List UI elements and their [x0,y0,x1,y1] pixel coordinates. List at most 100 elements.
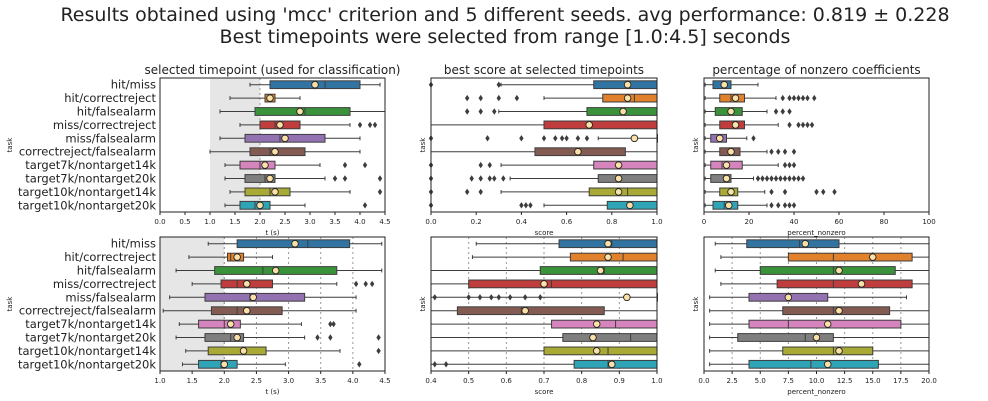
category-label: target10k/nontarget20k [18,357,156,371]
mean-marker [281,134,289,143]
category-label: correctreject/falsealarm [19,145,156,159]
box-2 [471,252,658,262]
outlier-point [357,121,363,129]
mean-marker [716,134,724,143]
x-tick-label: 0.8 [606,218,617,226]
box-iqr [776,279,913,289]
x-tick-label: 40 [790,218,799,226]
mean-marker [574,147,582,156]
x-tick-label: 0.0 [425,218,436,226]
mean-marker [592,320,601,328]
x-tick-label: 0.4 [516,218,528,226]
mean-marker [614,174,623,183]
mean-marker [243,280,251,288]
outlier-point [522,294,528,301]
x-tick-label: 0.7 [538,377,549,385]
mean-marker [619,107,627,116]
panel-title: percentage of nonzero coefficients [712,63,920,77]
box-iqr [239,160,276,170]
outlier-point [469,175,474,182]
x-tick-label: 1.0 [154,377,165,385]
mean-marker [835,266,843,275]
y-axis-label: task [692,137,700,153]
box-7 [428,160,658,170]
outlier-point [796,175,801,182]
category-label: miss/correctreject [53,118,157,132]
mean-marker [835,306,843,315]
box-10 [709,359,930,369]
x-tick-label: 0.6 [561,218,573,226]
outlier-point [464,94,470,102]
outlier-point [764,175,770,182]
mean-marker [596,266,605,275]
x-tick-label: 0.0 [154,218,165,226]
mean-marker [256,201,264,210]
mean-marker [276,121,284,129]
x-axis-label: score [535,388,554,396]
chart-panel-3: 0 20 40 60 80 100 percent_nonzero task percentag… [692,63,936,237]
outlier-point [377,175,383,182]
box-iqr [597,174,658,183]
chart-panel-5: 0.4 0.5 0.6 0.7 0.8 0.9 1.0 score task [419,236,663,396]
box-iqr [468,279,658,289]
mean-marker [296,107,304,116]
mean-marker [626,201,634,210]
mean-marker [869,253,877,261]
x-tick-label: 2.5 [279,218,290,226]
x-tick-label: 4.0 [347,377,358,385]
x-tick-label: 17.5 [893,377,909,385]
x-tick-label: 3.5 [315,377,326,385]
box-iqr [543,346,658,356]
outlier-point [755,175,761,182]
mean-marker [614,188,623,196]
box-4 [720,279,930,289]
mean-marker [521,306,529,315]
x-axis-label: t (s) [265,388,279,396]
outlier-point [514,94,520,102]
category-label: target10k/nontarget14k [18,185,156,199]
box-iqr [198,359,238,369]
x-tick-label: 1.5 [229,218,240,226]
mean-marker [720,80,729,89]
x-tick-label: 100 [922,218,935,226]
box-10 [704,200,797,210]
x-tick-label: 4.0 [354,218,365,226]
outlier-point [377,188,383,196]
box-2 [464,93,658,103]
x-tick-label: 3.0 [304,218,315,226]
category-label: miss/falsealarm [65,131,156,145]
x-tick-label: 0.5 [463,377,474,385]
mean-marker [540,280,548,288]
outlier-point [519,202,524,209]
x-axis-label: percent_nonzero [787,229,845,237]
outlier-point [778,175,783,182]
mean-marker [824,320,832,328]
box-iqr [737,333,834,342]
outlier-point [791,175,797,182]
x-tick-label: 2.0 [219,377,230,385]
outlier-point [528,202,533,209]
x-tick-label: 10.0 [809,377,825,385]
x-tick-label: 0.9 [614,377,625,385]
mean-marker [271,188,279,196]
outlier-point [362,161,368,169]
outlier-point [519,135,524,142]
axes-frame [159,77,386,213]
mean-marker [623,293,631,302]
mean-marker [226,320,235,328]
box-iqr [562,333,658,342]
category-label: hit/miss [111,78,156,92]
box-6 [209,147,361,157]
outlier-point [485,135,490,142]
outlier-point [496,81,501,88]
x-tick-label: 0.2 [471,218,482,226]
mean-marker [801,239,810,248]
outlier-point [478,108,483,115]
mean-marker [623,80,632,89]
mean-marker [266,174,274,183]
outlier-point [791,148,797,155]
box-5 [219,133,361,143]
outlier-point [575,135,581,142]
outlier-point [782,188,788,196]
box-2 [188,252,273,262]
